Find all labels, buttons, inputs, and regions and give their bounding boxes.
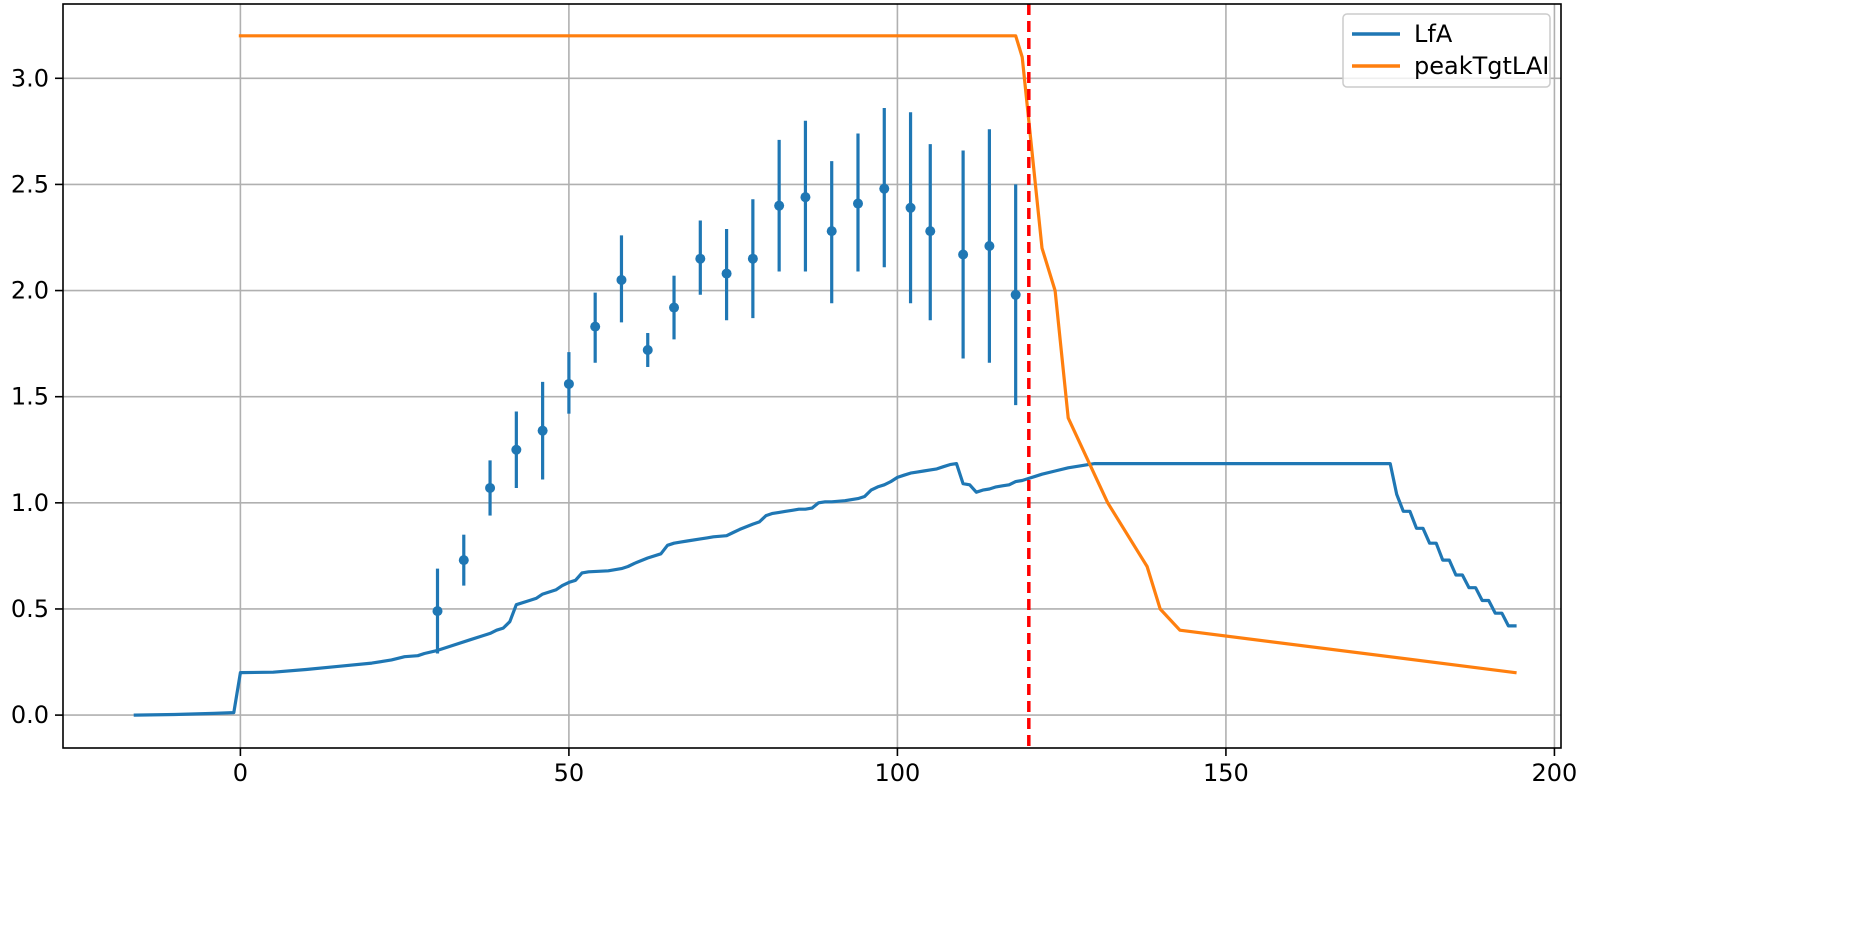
observation-point <box>721 268 732 279</box>
tick-label-y: 1.0 <box>11 489 49 517</box>
tick-layer: 0 50 100 150 200 0.0 0.5 1.0 1.5 2.0 2.5 3.0 <box>11 64 1578 787</box>
observation-point <box>616 274 627 285</box>
observation-point <box>852 198 863 209</box>
observation-point <box>458 555 469 566</box>
observation-point <box>695 253 706 264</box>
observation-point <box>984 240 995 251</box>
series-line-lfa <box>133 462 1517 717</box>
observation-point <box>800 192 811 203</box>
grid <box>63 4 1561 748</box>
observation-point <box>485 482 496 493</box>
observation-point <box>925 226 936 237</box>
series-layer <box>133 34 1517 717</box>
observation-point <box>642 344 653 355</box>
tick-label-y: 0.0 <box>11 701 49 729</box>
observation-point <box>563 378 574 389</box>
tick-label-y: 0.5 <box>11 595 49 623</box>
observation-point <box>826 226 837 237</box>
observation-point <box>1010 289 1021 300</box>
observation-point <box>590 321 601 332</box>
observations-layer <box>432 108 1021 654</box>
observation-point <box>905 202 916 213</box>
tick-label-y: 2.0 <box>11 277 49 305</box>
tick-label-x: 200 <box>1532 759 1578 787</box>
observation-point <box>432 606 443 617</box>
tick-label-x: 50 <box>554 759 585 787</box>
tick-label-x: 100 <box>875 759 921 787</box>
observation-point <box>747 253 758 264</box>
observation-point <box>511 444 522 455</box>
observation-point <box>879 183 890 194</box>
legend: LfA peakTgtLAI <box>1342 13 1551 88</box>
observation-point <box>774 200 785 211</box>
tick-label-y: 1.5 <box>11 383 49 411</box>
legend-label-peaktgtlai: peakTgtLAI <box>1414 52 1549 80</box>
tick-label-x: 0 <box>233 759 248 787</box>
observation-point <box>537 425 548 436</box>
plot-frame <box>62 3 1562 749</box>
tick-label-y: 3.0 <box>11 64 49 92</box>
legend-label-lfa: LfA <box>1414 20 1453 48</box>
series-line-peaktgtlai <box>238 34 1517 675</box>
observation-point <box>669 302 680 313</box>
tick-label-x: 150 <box>1203 759 1249 787</box>
observation-point <box>958 249 969 260</box>
tick-label-y: 2.5 <box>11 170 49 198</box>
